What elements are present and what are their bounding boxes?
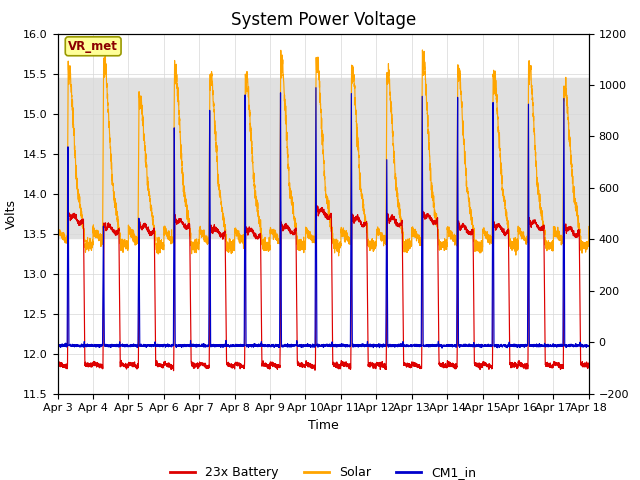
Bar (58, 78, 589, 238)
Title: System Power Voltage: System Power Voltage (230, 11, 416, 29)
X-axis label: Time: Time (308, 419, 339, 432)
Text: VR_met: VR_met (68, 40, 118, 53)
Legend: 23x Battery, Solar, CM1_in: 23x Battery, Solar, CM1_in (166, 461, 481, 480)
Y-axis label: Volts: Volts (4, 199, 17, 228)
